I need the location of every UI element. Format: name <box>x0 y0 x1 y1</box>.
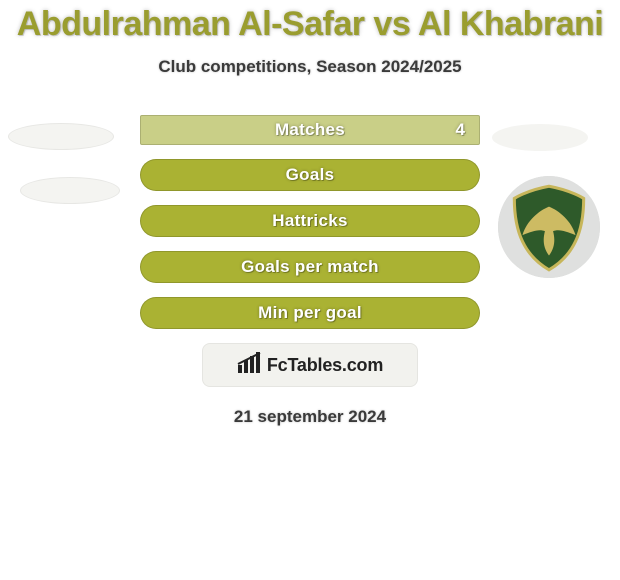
stat-row-min-per-goal: Min per goal <box>140 297 480 329</box>
comparison-title: Abdulrahman Al-Safar vs Al Khabrani <box>0 0 620 43</box>
stat-label: Goals <box>286 165 335 185</box>
source-logo-text: FcTables.com <box>267 355 383 376</box>
stat-label: Goals per match <box>241 257 379 277</box>
stat-label: Matches <box>275 120 345 140</box>
stat-label: Hattricks <box>272 211 347 231</box>
stat-value-right: 4 <box>456 120 465 140</box>
source-logo-box: FcTables.com <box>202 343 418 387</box>
snapshot-date: 21 september 2024 <box>0 407 620 427</box>
right-player-photo-placeholder <box>492 124 588 151</box>
stat-row-goals-per-match: Goals per match <box>140 251 480 283</box>
bars-icon <box>237 352 263 379</box>
comparison-subtitle: Club competitions, Season 2024/2025 <box>0 57 620 77</box>
right-club-badge <box>498 176 600 278</box>
stat-label: Min per goal <box>258 303 362 323</box>
left-player-photo-placeholder <box>8 123 114 150</box>
left-club-logo-placeholder <box>20 177 120 204</box>
stat-row-matches: Matches 4 <box>140 115 480 145</box>
stat-row-hattricks: Hattricks <box>140 205 480 237</box>
club-crest-icon <box>498 176 600 278</box>
stat-row-goals: Goals <box>140 159 480 191</box>
